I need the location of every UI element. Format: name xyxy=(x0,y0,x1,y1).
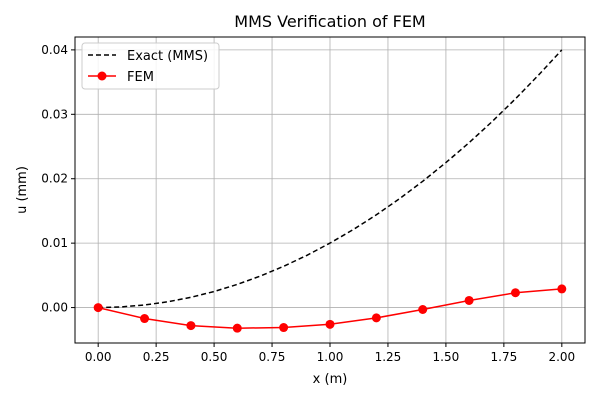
data-point xyxy=(186,321,196,331)
data-point xyxy=(557,284,567,294)
x-tick-label: 1.00 xyxy=(317,350,344,364)
x-tick-label: 0.50 xyxy=(201,350,228,364)
legend-box xyxy=(81,42,220,90)
legend-label-exact: Exact (MMS) xyxy=(127,49,208,64)
x-tick-label: 1.50 xyxy=(433,350,460,364)
data-point xyxy=(232,323,242,333)
data-point xyxy=(464,295,474,305)
x-tick-label: 0.75 xyxy=(259,350,286,364)
x-tick-label: 2.00 xyxy=(548,350,575,364)
data-point xyxy=(325,319,335,329)
axis-ticks: 0.00 0.25 0.50 0.75 1.00 1.25 1.50 1.75 2.00 0.00… xyxy=(41,43,575,364)
series-layer xyxy=(93,49,567,333)
chart-title: MMS Verification of FEM xyxy=(234,12,425,31)
x-tick-label: 1.75 xyxy=(491,350,518,364)
data-point xyxy=(418,305,428,315)
series-line-0 xyxy=(98,49,563,309)
data-point xyxy=(371,313,381,323)
data-point xyxy=(279,323,289,333)
legend-label-fem: FEM xyxy=(127,70,154,85)
y-axis-label: u (mm) xyxy=(15,166,30,214)
y-tick-label: 0.02 xyxy=(41,172,68,186)
y-tick-label: 0.01 xyxy=(41,236,68,250)
y-tick-label: 0.00 xyxy=(41,301,68,315)
x-tick-label: 0.25 xyxy=(143,350,170,364)
legend: Exact (MMS) FEM xyxy=(81,42,220,90)
x-tick-label: 1.25 xyxy=(375,350,402,364)
x-axis-label: x (m) xyxy=(313,372,348,387)
data-point xyxy=(140,314,150,324)
legend-marker-fem xyxy=(97,71,107,81)
data-point xyxy=(510,288,520,298)
data-point xyxy=(93,303,103,313)
y-tick-label: 0.03 xyxy=(41,107,68,121)
x-tick-label: 0.00 xyxy=(85,350,112,364)
y-tick-label: 0.04 xyxy=(41,43,68,57)
